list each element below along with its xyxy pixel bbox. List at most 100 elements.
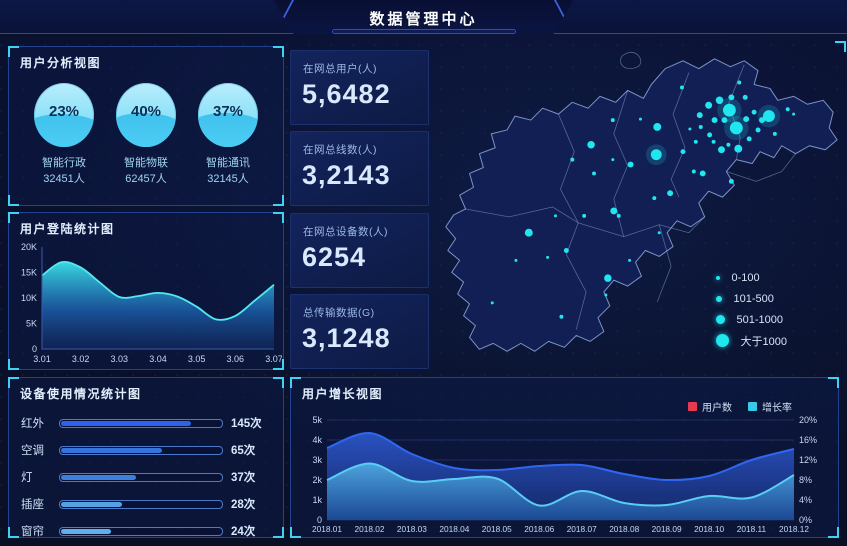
bar-track xyxy=(59,472,223,482)
map-bubble xyxy=(743,116,750,123)
map-bubble xyxy=(711,139,716,144)
bar-fill xyxy=(61,474,137,480)
svg-text:0: 0 xyxy=(32,344,37,354)
map-bubble xyxy=(691,169,696,174)
map-bubble xyxy=(559,314,564,319)
stat-card-total-data: 总传输数据(G) 3,1248 xyxy=(290,294,429,369)
legend-dot-icon xyxy=(715,275,720,280)
svg-text:2018.04: 2018.04 xyxy=(439,524,469,534)
corner-bracket xyxy=(8,377,19,388)
stat-label: 在网总设备数(人) xyxy=(303,226,388,238)
stat-value: 3,2143 xyxy=(302,160,391,190)
svg-text:3.02: 3.02 xyxy=(72,354,90,364)
map-bubble xyxy=(688,127,692,131)
bar-label: 灯 xyxy=(21,472,33,484)
map-bubble xyxy=(563,248,569,253)
panel-title-device-usage: 设备使用情况统计图 xyxy=(20,387,142,401)
panel-title-user-analysis: 用户分析视图 xyxy=(20,56,102,70)
gauge-label: 智能通讯 xyxy=(206,157,250,169)
svg-text:2018.02: 2018.02 xyxy=(355,524,385,534)
login-area-chart: 0 5K 10K 15K 20K 3.01 3.02 3.03 3.04 3.05 3.06 3.07 xyxy=(21,242,282,364)
gauge-circle: 37% xyxy=(198,83,258,147)
panel-title-user-growth: 用户增长视图 xyxy=(302,387,384,401)
corner-bracket xyxy=(290,527,301,538)
svg-text:5K: 5K xyxy=(26,319,37,329)
map-bubble xyxy=(611,158,615,162)
svg-text:8%: 8% xyxy=(799,475,812,485)
map-bubble xyxy=(582,213,587,218)
bar-value: 37次 xyxy=(231,472,256,484)
stat-value: 5,6482 xyxy=(302,79,391,109)
map-bubble xyxy=(699,170,706,177)
map-bubble xyxy=(762,110,775,123)
map-bubble xyxy=(667,190,674,197)
corner-bracket xyxy=(8,527,19,538)
svg-text:2018.08: 2018.08 xyxy=(609,524,639,534)
panel-device-usage: 设备使用情况统计图 红外 145次 空调 65次灯 37次 插座 28次 窗帘 24次 xyxy=(8,377,284,538)
svg-text:4k: 4k xyxy=(312,435,322,445)
map-bubble xyxy=(657,231,661,235)
svg-text:2018.06: 2018.06 xyxy=(524,524,554,534)
bar-row: 插座 28次 xyxy=(21,497,271,511)
map-bubble xyxy=(711,117,718,124)
page-title: 数据管理中心 xyxy=(369,11,478,28)
map-bubble xyxy=(592,171,596,176)
bar-value: 65次 xyxy=(231,445,256,457)
corner-bracket xyxy=(273,195,284,206)
svg-text:2018.12: 2018.12 xyxy=(779,524,809,534)
legend-dot-icon xyxy=(715,334,729,347)
map-bubble xyxy=(638,117,642,121)
map-bubble xyxy=(772,131,777,136)
bar-label: 空调 xyxy=(21,445,44,457)
map-bubble xyxy=(722,103,736,117)
map-bubble xyxy=(628,258,632,262)
map-bubble-layer xyxy=(490,80,796,319)
gauge-count: 32145人 xyxy=(207,173,249,185)
growth-area-chart: 0 1k 2k 3k 4k 5k 0% 4% 8% 12% 16% 20% 2018.01 2018.02… xyxy=(312,415,817,534)
gauge-count: 32451人 xyxy=(43,173,85,185)
map-bubble xyxy=(696,112,703,119)
gauge-circle: 23% xyxy=(34,83,94,147)
gauge-water-fill xyxy=(116,112,176,147)
svg-text:2018.01: 2018.01 xyxy=(312,524,342,534)
map-islet-outline xyxy=(620,51,642,69)
corner-bracket xyxy=(8,195,19,206)
svg-text:4%: 4% xyxy=(799,495,812,505)
legend-label: 501-1000 xyxy=(736,313,784,326)
stat-value: 3,1248 xyxy=(302,323,391,353)
svg-text:5k: 5k xyxy=(312,415,322,425)
panel-user-analysis: 用户分析视图 23% 智能行政 32451人 40% 智能物联 62457人 xyxy=(8,46,284,206)
svg-text:2k: 2k xyxy=(312,475,322,485)
corner-bracket xyxy=(828,377,839,388)
corner-bracket xyxy=(273,527,284,538)
bar-value: 145次 xyxy=(231,418,262,430)
svg-text:1k: 1k xyxy=(312,495,322,505)
header-banner: 数据管理中心 xyxy=(274,0,574,34)
legend-item-users[interactable]: 用户数 xyxy=(688,399,732,414)
map-bubble xyxy=(729,121,743,135)
map-bubble xyxy=(726,142,731,147)
corner-bracket xyxy=(835,41,846,52)
stat-label: 在网总用户(人) xyxy=(303,63,377,75)
panel-login-stats: 用户登陆统计图 0 5K 10K 15K 20K 3.01 3.02 3.03 3.04 3.05… xyxy=(8,212,284,370)
corner-bracket xyxy=(828,527,839,538)
corner-bracket xyxy=(273,359,284,370)
legend-dot-icon xyxy=(715,315,725,324)
svg-text:15K: 15K xyxy=(21,268,37,278)
gauge-circle: 40% xyxy=(116,83,176,147)
map-bubble xyxy=(616,213,621,218)
svg-text:3.07: 3.07 xyxy=(265,354,282,364)
map-bubble xyxy=(610,118,615,123)
legend-label: 大于1000 xyxy=(740,335,787,348)
corner-bracket xyxy=(8,359,19,370)
bar-row: 窗帘 24次 xyxy=(21,524,271,538)
map-bubble xyxy=(554,214,557,218)
map-bubble xyxy=(718,146,725,154)
legend-item-growth-rate[interactable]: 增长率 xyxy=(748,399,792,414)
bar-track xyxy=(59,418,223,428)
legend-label: 增长率 xyxy=(762,403,792,414)
svg-text:2018.10: 2018.10 xyxy=(694,524,724,534)
legend-label: 101-500 xyxy=(733,292,774,305)
svg-text:3.01: 3.01 xyxy=(33,354,51,364)
